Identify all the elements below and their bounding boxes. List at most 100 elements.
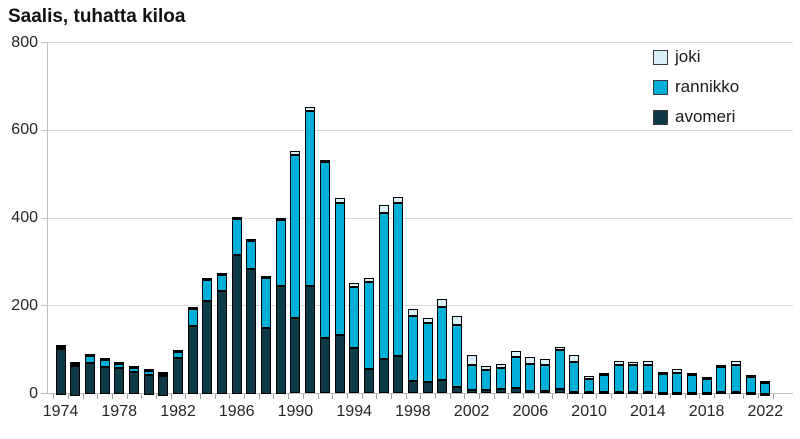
bar-segment-rannikko xyxy=(114,364,125,368)
x-tick xyxy=(273,394,275,399)
bar-segment-avomeri xyxy=(334,334,345,394)
x-tick xyxy=(479,394,480,399)
bar-2018 xyxy=(701,376,712,396)
bar-2020 xyxy=(730,361,741,395)
bar-2008 xyxy=(554,346,565,393)
bar-segment-rannikko xyxy=(128,368,139,372)
bar-segment-joki xyxy=(760,381,771,384)
bar-segment-rannikko xyxy=(437,306,448,380)
bar-segment-avomeri xyxy=(114,367,125,395)
bar-segment-joki xyxy=(422,318,433,323)
bar-1995 xyxy=(363,278,374,393)
bar-2022 xyxy=(760,381,771,396)
x-tick xyxy=(141,394,143,399)
bar-segment-joki xyxy=(114,362,125,365)
x-tick xyxy=(420,394,422,399)
x-tick xyxy=(493,394,495,399)
x-tick xyxy=(728,394,730,399)
bar-segment-joki xyxy=(246,239,257,242)
bar-segment-joki xyxy=(319,160,330,163)
bar-segment-avomeri xyxy=(143,374,154,395)
bar-segment-avomeri xyxy=(451,387,462,393)
bar-2009 xyxy=(569,354,580,394)
bar-segment-joki xyxy=(584,375,595,379)
bar-segment-avomeri xyxy=(378,358,389,393)
bar-2012 xyxy=(613,361,624,394)
bar-segment-rannikko xyxy=(334,203,345,335)
legend-item-joki: joki xyxy=(653,47,701,67)
bar-segment-avomeri xyxy=(173,358,183,395)
bar-segment-joki xyxy=(231,216,242,219)
bar-segment-joki xyxy=(349,282,360,287)
bar-segment-joki xyxy=(378,204,389,214)
bar-segment-rannikko xyxy=(363,282,374,370)
gridline-800 xyxy=(47,42,793,43)
bar-segment-joki xyxy=(407,309,418,316)
bar-segment-avomeri xyxy=(158,375,169,397)
x-tick xyxy=(317,394,319,399)
bar-segment-avomeri xyxy=(716,392,727,395)
x-tick xyxy=(155,394,157,399)
bar-1985 xyxy=(217,272,227,395)
bar-segment-avomeri xyxy=(760,393,771,396)
bar-2002 xyxy=(466,355,477,393)
bar-segment-rannikko xyxy=(716,366,727,393)
bar-segment-rannikko xyxy=(540,364,550,391)
bar-1997 xyxy=(393,197,404,393)
x-tick xyxy=(625,394,627,399)
legend-label-avomeri: avomeri xyxy=(675,107,736,126)
x-tick xyxy=(185,394,187,399)
x-tick xyxy=(376,394,378,399)
bar-segment-avomeri xyxy=(466,389,477,393)
bar-segment-avomeri xyxy=(672,392,683,395)
bar-1989 xyxy=(275,217,286,394)
bar-2019 xyxy=(716,364,727,395)
y-tick-800 xyxy=(41,42,47,43)
bar-segment-rannikko xyxy=(642,364,653,392)
bar-segment-joki xyxy=(672,369,683,373)
bar-segment-joki xyxy=(657,372,668,375)
bar-segment-joki xyxy=(55,344,66,347)
bar-2015 xyxy=(657,372,668,395)
x-axis-label-1990: 1990 xyxy=(277,403,314,420)
bar-segment-rannikko xyxy=(261,278,272,329)
bar-segment-joki xyxy=(554,346,565,350)
bar-segment-joki xyxy=(451,316,462,325)
bar-segment-rannikko xyxy=(760,383,771,394)
bar-segment-avomeri xyxy=(246,269,257,395)
x-tick xyxy=(67,394,69,399)
bar-1979 xyxy=(128,366,139,395)
x-tick xyxy=(552,394,554,399)
bar-segment-joki xyxy=(613,361,624,365)
bar-segment-avomeri xyxy=(231,254,242,395)
bar-1993 xyxy=(334,197,345,394)
bar-1975 xyxy=(70,362,81,397)
bar-1996 xyxy=(378,204,389,393)
bar-segment-rannikko xyxy=(554,349,565,390)
bar-segment-rannikko xyxy=(657,374,668,393)
x-axis-label-1986: 1986 xyxy=(218,403,255,420)
bar-segment-rannikko xyxy=(730,364,741,393)
bar-segment-joki xyxy=(70,362,81,365)
x-axis-label-1998: 1998 xyxy=(395,403,431,420)
bar-segment-rannikko xyxy=(598,375,609,393)
bar-segment-rannikko xyxy=(686,375,697,393)
gridline-600 xyxy=(47,129,793,131)
bar-segment-joki xyxy=(275,217,286,220)
bar-2011 xyxy=(598,373,609,395)
x-axis-label-2006: 2006 xyxy=(512,403,549,420)
x-tick xyxy=(53,394,55,399)
x-axis-label-2002: 2002 xyxy=(453,403,490,420)
bar-segment-avomeri xyxy=(686,392,697,395)
bar-segment-avomeri xyxy=(84,363,95,395)
bar-segment-rannikko xyxy=(319,162,330,338)
x-tick xyxy=(508,394,510,399)
bar-segment-avomeri xyxy=(554,389,565,393)
bar-2000 xyxy=(437,298,448,393)
y-axis-label-400: 400 xyxy=(11,209,38,226)
bar-segment-joki xyxy=(334,197,345,204)
bar-segment-rannikko xyxy=(275,219,286,286)
bar-segment-joki xyxy=(686,373,697,376)
x-axis-label-1978: 1978 xyxy=(101,403,137,420)
